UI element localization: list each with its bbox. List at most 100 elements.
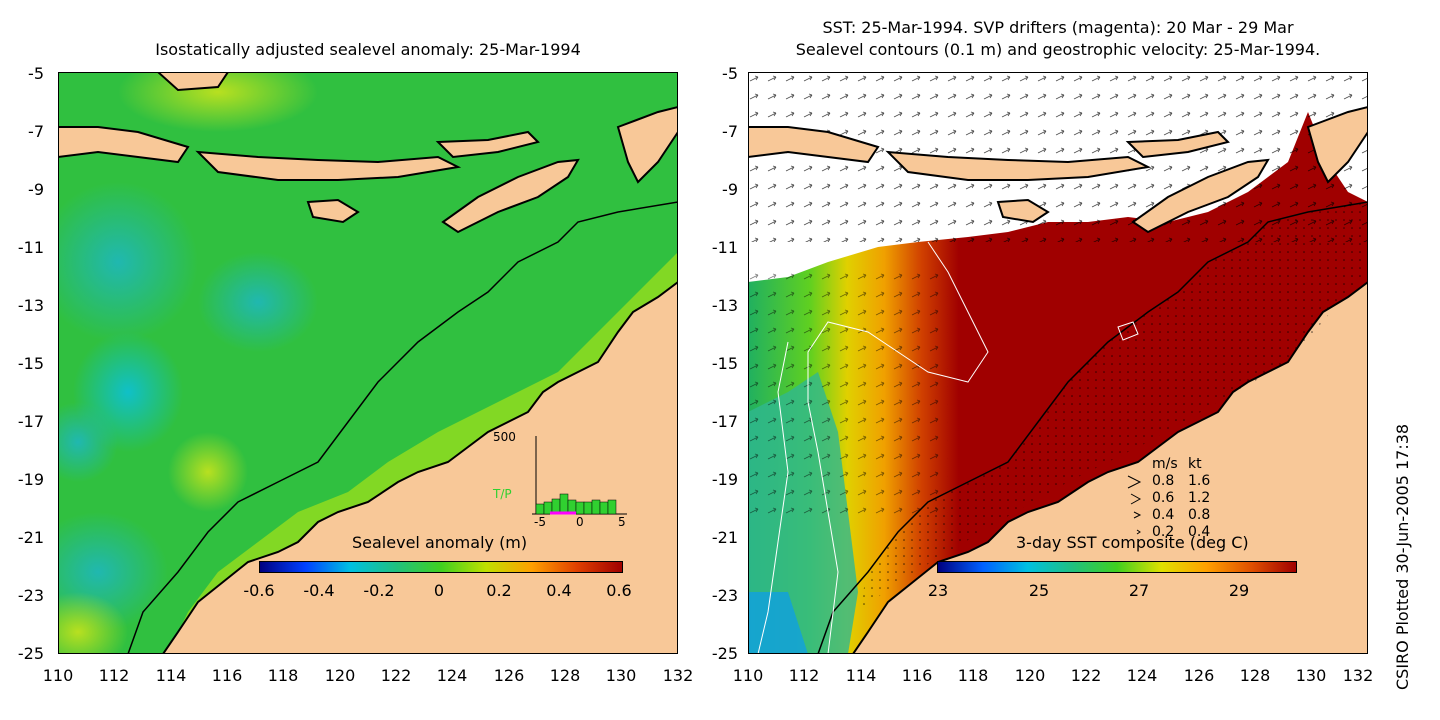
y-tick-label: -17 <box>17 412 44 431</box>
right-map-title-line2: Sealevel contours (0.1 m) and geostrophi… <box>795 40 1321 59</box>
x-tick-label: 116 <box>211 666 243 685</box>
sumba-island <box>996 198 1050 224</box>
x-tick-label: 126 <box>493 666 525 685</box>
x-tick-label: 110 <box>42 666 74 685</box>
histogram-x-label: 0 <box>576 515 584 529</box>
y-tick-label: -5 <box>28 64 44 83</box>
velocity-key-kt: 1.6 <box>1188 473 1211 489</box>
velocity-key-ms: 0.8 <box>1152 473 1175 489</box>
histogram-bar <box>583 501 593 515</box>
shelf-velocity-dots <box>858 202 1368 612</box>
velocity-key-ms: 0.6 <box>1152 490 1175 506</box>
sealevel-contour <box>757 341 789 654</box>
histogram-bar <box>591 499 601 515</box>
histogram-bar <box>559 493 569 515</box>
velocity-arrow-icon <box>1130 493 1142 505</box>
x-tick-label: 122 <box>1070 666 1102 685</box>
left-map-title: Isostatically adjusted sealevel anomaly:… <box>155 40 581 59</box>
left-colorbar-title: Sealevel anomaly (m) <box>352 533 528 552</box>
colorbar-tick-label: 0.4 <box>546 581 572 600</box>
colorbar-tick-label: 23 <box>927 581 949 600</box>
colorbar-tick-label: 0.2 <box>486 581 512 600</box>
eastern-islands <box>616 105 678 184</box>
velocity-key-header-kt: kt <box>1188 456 1202 472</box>
x-tick-label: 112 <box>98 666 130 685</box>
anomaly-high-patch <box>58 592 128 654</box>
x-tick-label: 112 <box>788 666 820 685</box>
eastern-islands <box>1306 105 1368 184</box>
x-tick-label: 120 <box>324 666 356 685</box>
colorbar-tick-label: 27 <box>1128 581 1150 600</box>
isobath-contour <box>817 201 1368 654</box>
histogram-bar <box>535 503 545 515</box>
small-island <box>156 72 230 92</box>
credit-label: CSIRO Plotted 30-Jun-2005 17:38 <box>1393 423 1412 690</box>
y-tick-label: -23 <box>17 586 44 605</box>
anomaly-low-patch <box>198 252 318 352</box>
histogram-plot <box>532 436 627 515</box>
timor-island <box>441 158 580 234</box>
anomaly-low-patch <box>58 182 198 342</box>
y-tick-label: -21 <box>711 528 738 547</box>
velocity-key-ms: 0.4 <box>1152 507 1175 523</box>
lesser-sunda-islands <box>195 150 462 181</box>
y-tick-label: -19 <box>711 470 738 489</box>
isobath-contour <box>127 201 678 654</box>
x-tick-label: 128 <box>549 666 581 685</box>
timor-island <box>1131 158 1270 234</box>
sumba-island <box>306 198 360 224</box>
y-tick-label: -7 <box>28 122 44 141</box>
anomaly-high-patch <box>118 72 318 132</box>
lesser-sunda-islands <box>885 150 1152 181</box>
x-tick-label: 124 <box>436 666 468 685</box>
colorbar-tick-label: 29 <box>1228 581 1250 600</box>
y-tick-label: -5 <box>722 64 738 83</box>
x-tick-label: 110 <box>732 666 764 685</box>
histogram-bar <box>599 501 609 515</box>
histogram-x-label: 5 <box>618 515 626 529</box>
velocity-key-kt: 1.2 <box>1188 490 1211 506</box>
velocity-key-header-ms: m/s <box>1152 456 1178 472</box>
x-tick-label: 118 <box>267 666 299 685</box>
y-tick-label: -9 <box>722 180 738 199</box>
y-tick-label: -17 <box>711 412 738 431</box>
flores-island <box>435 130 540 159</box>
sst-cold-corner <box>748 592 808 654</box>
y-tick-label: -11 <box>17 238 44 257</box>
colorbar-tick-label: -0.6 <box>243 581 275 600</box>
flores-island <box>1125 130 1230 159</box>
right-colorbar-title: 3-day SST composite (deg C) <box>1016 533 1249 552</box>
velocity-key-kt: 0.8 <box>1188 507 1211 523</box>
y-tick-label: -19 <box>17 470 44 489</box>
histogram-x-label: -5 <box>534 515 546 529</box>
colorbar-tick-label: -0.4 <box>303 581 335 600</box>
map-frame <box>748 72 1368 654</box>
velocity-arrow-icon <box>1136 529 1141 535</box>
y-tick-label: -13 <box>17 296 44 315</box>
y-tick-label: -25 <box>17 644 44 663</box>
anomaly-high-patch <box>168 432 248 512</box>
x-tick-label: 130 <box>605 666 637 685</box>
x-tick-label: 130 <box>1295 666 1327 685</box>
x-tick-label: 118 <box>957 666 989 685</box>
colorbar-tick-label: 0.6 <box>606 581 632 600</box>
y-tick-label: -15 <box>711 354 738 373</box>
histogram-bar <box>607 499 617 515</box>
x-tick-label: 124 <box>1126 666 1158 685</box>
y-tick-label: -9 <box>28 180 44 199</box>
velocity-arrow-icon <box>1133 511 1142 519</box>
x-tick-label: 122 <box>380 666 412 685</box>
velocity-field-west <box>748 272 948 522</box>
x-tick-label: 128 <box>1239 666 1271 685</box>
x-tick-label: 114 <box>845 666 877 685</box>
velocity-arrow-icon <box>1127 475 1142 489</box>
left-colorbar <box>259 561 623 573</box>
sealevel-contour <box>1117 321 1139 341</box>
velocity-key-arrows <box>1127 475 1142 535</box>
y-tick-label: -15 <box>17 354 44 373</box>
y-tick-label: -11 <box>711 238 738 257</box>
x-tick-label: 132 <box>662 666 694 685</box>
y-tick-label: -7 <box>722 122 738 141</box>
histogram-series-label: T/P <box>493 487 512 501</box>
y-tick-label: -25 <box>711 644 738 663</box>
